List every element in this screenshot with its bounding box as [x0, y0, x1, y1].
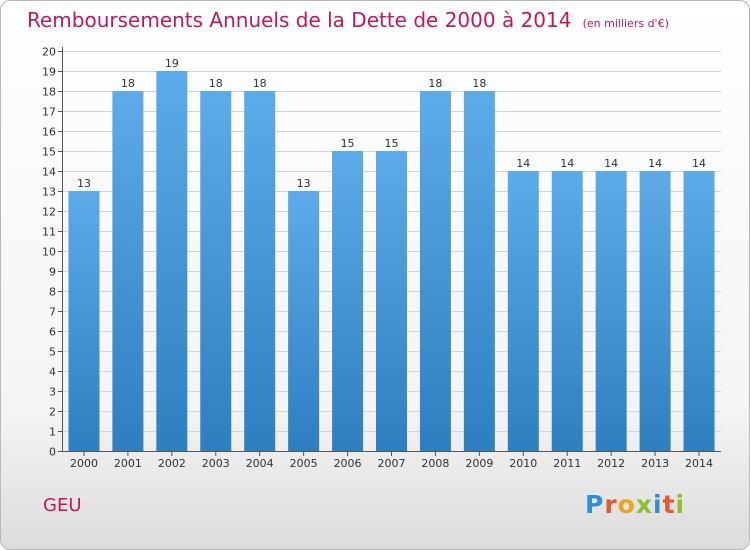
bar-2012: [595, 171, 627, 451]
x-tick-label: 2002: [158, 457, 186, 470]
value-label: 18: [121, 77, 135, 90]
y-tick-label: 0: [49, 446, 56, 459]
logo-letter: o: [617, 490, 636, 519]
bar-2014: [683, 171, 715, 451]
value-label: 14: [604, 157, 618, 170]
bar-2005: [288, 191, 320, 451]
value-label: 15: [341, 137, 355, 150]
y-tick-label: 9: [49, 266, 56, 279]
value-label: 19: [165, 57, 179, 70]
bar-2008: [419, 91, 451, 451]
value-label: 13: [297, 177, 311, 190]
x-tick-label: 2001: [114, 457, 142, 470]
y-tick-label: 4: [49, 366, 56, 379]
logo-letter: t: [662, 490, 676, 519]
y-tick-label: 3: [49, 386, 56, 399]
value-label: 15: [385, 137, 399, 150]
proxiti-logo: Proxiti: [585, 490, 685, 519]
x-tick-label: 2005: [290, 457, 318, 470]
y-tick-label: 5: [49, 346, 56, 359]
bar-2001: [112, 91, 144, 451]
x-tick-label: 2007: [378, 457, 406, 470]
commune-name: GEU: [43, 495, 82, 516]
value-label: 18: [428, 77, 442, 90]
bar-2002: [156, 71, 188, 451]
y-tick-label: 8: [49, 286, 56, 299]
x-tick-label: 2004: [246, 457, 274, 470]
x-axis-ticks: 2000 2001 2002 2003 2004 2005 2006 2007 2008 2009…: [70, 451, 713, 470]
x-tick-label: 2008: [421, 457, 449, 470]
x-tick-label: 2011: [553, 457, 581, 470]
y-tick-label: 19: [42, 66, 56, 79]
logo-letter: x: [635, 490, 653, 519]
y-tick-label: 20: [42, 46, 56, 59]
x-tick-label: 2009: [465, 457, 493, 470]
y-tick-label: 17: [42, 106, 56, 119]
value-label: 14: [516, 157, 530, 170]
y-tick-label: 12: [42, 206, 56, 219]
value-label: 18: [253, 77, 267, 90]
y-tick-label: 2: [49, 406, 56, 419]
value-label: 13: [77, 177, 91, 190]
x-tick-label: 2000: [70, 457, 98, 470]
value-labels: 13 18 19 18 18 13 15 15 18 18 14 14 14 14 14: [77, 57, 706, 190]
x-tick-label: 2010: [509, 457, 537, 470]
y-tick-label: 11: [42, 226, 56, 239]
y-tick-label: 14: [42, 166, 56, 179]
bar-2003: [200, 91, 232, 451]
bar-2006: [332, 151, 364, 451]
x-tick-label: 2012: [597, 457, 625, 470]
x-tick-label: 2006: [334, 457, 362, 470]
logo-letter: i: [675, 490, 686, 519]
bar-2013: [639, 171, 671, 451]
y-tick-label: 16: [42, 126, 56, 139]
bar-2000: [68, 191, 100, 451]
x-tick-label: 2013: [641, 457, 669, 470]
y-tick-label: 1: [49, 426, 56, 439]
title-text: Remboursements Annuels de la Dette de 20…: [27, 8, 572, 32]
bar-2009: [463, 91, 495, 451]
bar-2011: [551, 171, 583, 451]
bars: [68, 71, 715, 451]
value-label: 14: [560, 157, 574, 170]
bar-2007: [376, 151, 407, 451]
logo-letter: r: [604, 490, 618, 519]
value-label: 18: [472, 77, 486, 90]
y-tick-label: 15: [42, 146, 56, 159]
y-tick-label: 10: [42, 246, 56, 259]
bar-2004: [244, 91, 276, 451]
bar-2010: [507, 171, 539, 451]
y-tick-label: 7: [49, 306, 56, 319]
logo-letter: i: [653, 490, 663, 519]
chart-title: Remboursements Annuels de la Dette de 20…: [27, 8, 669, 32]
logo-letter: P: [585, 490, 605, 519]
y-tick-label: 13: [42, 186, 56, 199]
y-tick-label: 18: [42, 86, 56, 99]
value-label: 14: [648, 157, 662, 170]
x-tick-label: 2003: [202, 457, 230, 470]
x-tick-label: 2014: [685, 457, 713, 470]
value-label: 14: [692, 157, 706, 170]
value-label: 18: [209, 77, 223, 90]
y-tick-label: 6: [49, 326, 56, 339]
unit-note: (en milliers d'€): [582, 17, 669, 30]
